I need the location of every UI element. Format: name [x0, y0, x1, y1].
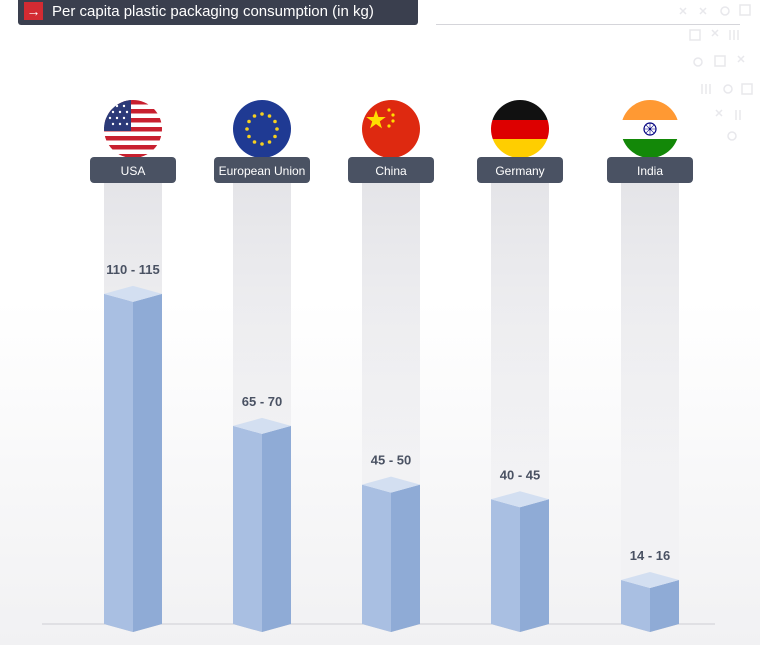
bar-4 — [491, 170, 549, 632]
bar-left-face — [491, 499, 520, 632]
bar-top-face — [621, 571, 679, 588]
category-label: India — [637, 164, 663, 178]
value-label: 40 - 45 — [500, 467, 540, 482]
bar-top-face — [491, 491, 549, 508]
bar-right-face — [262, 425, 291, 632]
decorative-pattern — [679, 4, 753, 141]
category-label: China — [375, 164, 407, 178]
category-pill — [90, 157, 176, 183]
category-pill — [477, 157, 563, 183]
bar-top-face — [104, 285, 162, 302]
india-flag-icon — [621, 100, 679, 158]
bar-left-face — [233, 425, 262, 632]
bar-left-face — [621, 579, 650, 632]
bar-right-face — [650, 579, 679, 632]
bar-3 — [362, 170, 420, 632]
value-label: 110 - 115 — [106, 262, 160, 277]
header-rule — [436, 24, 740, 25]
arrow-right-icon: → — [24, 2, 43, 20]
bar-left-face — [104, 293, 133, 632]
value-label: 65 - 70 — [242, 394, 282, 409]
bar-5 — [621, 170, 679, 632]
chart-title: Per capita plastic packaging consumption… — [52, 3, 374, 20]
category-label: Germany — [495, 164, 544, 178]
chart-header: → Per capita plastic packaging consumpti… — [18, 0, 418, 25]
bar-top-face — [233, 417, 291, 434]
eu-flag-icon — [233, 100, 291, 158]
germany-flag-icon — [491, 100, 549, 158]
category-label: USA — [121, 164, 146, 178]
category-label: European Union — [219, 164, 306, 178]
bar-right-face — [391, 484, 420, 632]
value-label: 45 - 50 — [371, 453, 411, 468]
bar-top-face — [362, 476, 420, 493]
category-pill — [607, 157, 693, 183]
value-label: 14 - 16 — [630, 548, 670, 563]
bar-right-face — [520, 499, 549, 632]
column-backdrop — [621, 170, 679, 624]
bar-right-face — [133, 293, 162, 632]
bar-left-face — [362, 484, 391, 632]
category-pill — [214, 157, 310, 183]
bar-1 — [104, 170, 162, 632]
bar-2 — [233, 170, 291, 632]
china-flag-icon — [362, 100, 420, 158]
usa-flag-icon — [104, 100, 162, 158]
category-pill — [348, 157, 434, 183]
